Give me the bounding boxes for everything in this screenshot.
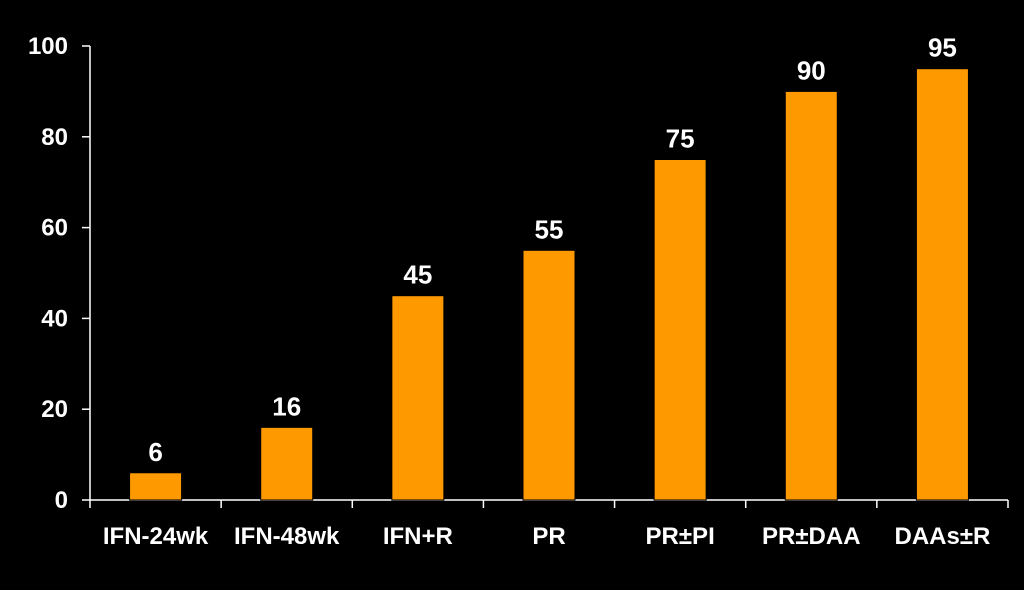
y-tick-label: 0 (55, 487, 68, 514)
bar-3 (522, 249, 576, 501)
y-tick-label: 60 (41, 215, 68, 242)
chart-axes (82, 45, 1009, 508)
x-tick-label: IFN+R (383, 523, 453, 550)
data-label: 45 (403, 260, 432, 290)
data-label: 6 (148, 437, 162, 467)
chart-labels: 0 20 40 60 80 100 6 IFN-24wk 16 IFN-48wk 45 IFN+R 55… (28, 33, 990, 550)
x-tick-label: PR±PI (646, 523, 715, 550)
data-label: 16 (272, 391, 301, 421)
data-label: 95 (928, 33, 957, 63)
x-tick-label: PR (532, 523, 565, 550)
x-tick-label: PR±DAA (762, 523, 861, 550)
data-label: 55 (535, 214, 564, 244)
y-tick-label: 80 (41, 124, 68, 151)
chart-bars (129, 68, 969, 501)
bar-2 (391, 295, 445, 501)
x-tick-label: IFN-48wk (234, 523, 340, 550)
bar-5 (784, 90, 838, 501)
y-tick-label: 20 (41, 396, 68, 423)
y-tick-label: 40 (41, 305, 68, 332)
bar-0 (129, 472, 183, 501)
data-label: 75 (666, 124, 695, 154)
data-label: 90 (797, 55, 826, 85)
x-tick-label: DAAs±R (894, 523, 990, 550)
bar-1 (260, 426, 314, 501)
bar-6 (915, 68, 969, 501)
x-tick-label: IFN-24wk (103, 523, 209, 550)
y-tick-label: 100 (28, 33, 68, 60)
bar-4 (653, 159, 707, 501)
